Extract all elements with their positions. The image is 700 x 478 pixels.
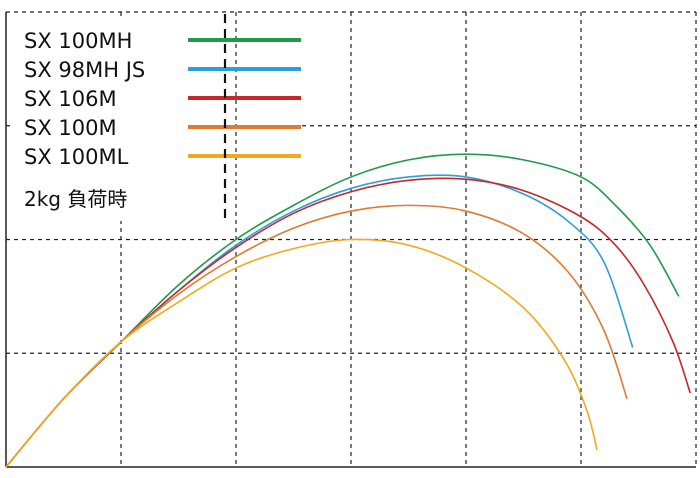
series-line-2 <box>5 177 692 468</box>
watermark-text: Avito <box>628 444 692 469</box>
series-line-3 <box>5 204 628 468</box>
watermark: Avito <box>594 443 692 469</box>
watermark-logo-icon <box>594 443 625 466</box>
load-annotation: 2kg 負荷時 <box>24 187 127 211</box>
legend-label-4: SX 100ML <box>24 145 129 169</box>
legend: SX 100MH SX 98MH JS SX 106M SX 100M SX 100ML… <box>14 14 301 222</box>
legend-label-3: SX 100M <box>24 116 117 140</box>
legend-label-2: SX 106M <box>24 87 117 111</box>
series-lines <box>5 153 692 468</box>
legend-background <box>14 16 222 221</box>
legend-label-0: SX 100MH <box>24 29 132 53</box>
legend-label-1: SX 98MH JS <box>24 58 145 82</box>
series-line-4 <box>5 238 600 468</box>
